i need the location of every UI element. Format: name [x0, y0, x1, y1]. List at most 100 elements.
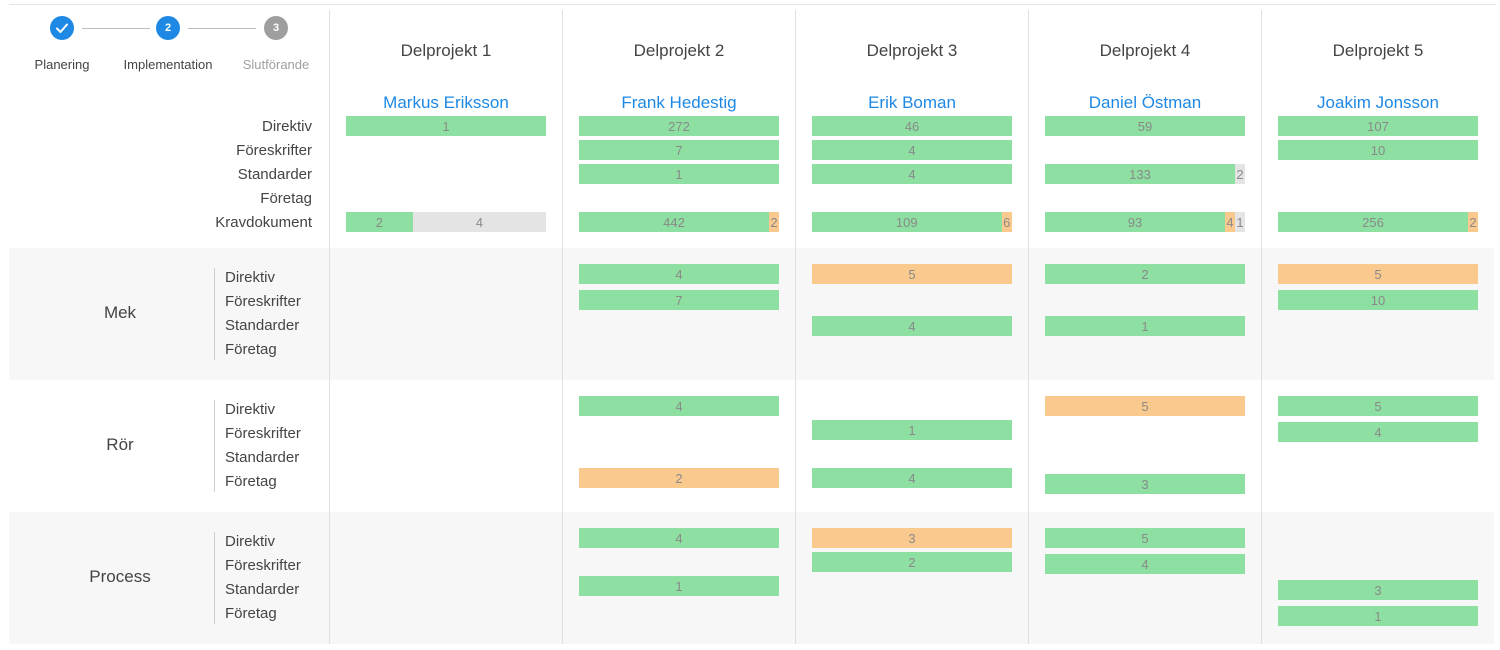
summary-label-foretag: Företag [260, 190, 312, 207]
bar-segment-green: 93 [1045, 212, 1225, 232]
status-bar[interactable]: 1 [1045, 316, 1245, 336]
bar-segment-orange: 6 [1001, 212, 1012, 232]
status-bar[interactable]: 59 [1045, 116, 1245, 136]
status-bar[interactable]: 4 [1045, 554, 1245, 574]
group-row-label: Företag [225, 473, 277, 490]
status-bar[interactable]: 133 2 [1045, 164, 1245, 184]
status-bar[interactable]: 3 [1045, 474, 1245, 494]
bar-segment-green: 4 [579, 528, 779, 548]
bar-segment-orange: 5 [1278, 264, 1478, 284]
project-manager-link[interactable]: Erik Boman [868, 93, 956, 112]
bar-segment-gray: 2 [1235, 164, 1245, 184]
step-number: 2 [164, 22, 172, 34]
status-bar[interactable]: 1 [812, 420, 1012, 440]
bar-segment-green: 109 [812, 212, 1002, 232]
status-bar[interactable]: 256 2 [1278, 212, 1478, 232]
status-bar[interactable]: 272 [579, 116, 779, 136]
status-bar[interactable]: 5 [812, 264, 1012, 284]
status-bar[interactable]: 1 [579, 576, 779, 596]
bar-segment-green: 5 [1045, 528, 1245, 548]
group-row-label: Direktiv [225, 269, 276, 286]
bar-segment-orange: 5 [812, 264, 1012, 284]
project-manager-link[interactable]: Frank Hedestig [621, 93, 737, 112]
summary-label-kravdokument: Kravdokument [215, 214, 312, 231]
stepper-connector [188, 28, 256, 29]
bar-segment-green: 2 [1045, 264, 1245, 284]
step-number: 3 [272, 22, 280, 34]
status-bar[interactable]: 4 [1278, 422, 1478, 442]
project-title: Delprojekt 5 [1332, 41, 1424, 60]
status-bar[interactable]: 10 [1278, 290, 1478, 310]
status-bar[interactable]: 4 [579, 264, 779, 284]
column-divider [1028, 10, 1029, 644]
bar-segment-green: 10 [1278, 140, 1478, 160]
status-bar[interactable]: 5 [1045, 528, 1245, 548]
status-bar[interactable]: 93 4 1 [1045, 212, 1245, 232]
status-bar[interactable]: 1 [346, 116, 546, 136]
bar-segment-orange: 2 [1468, 212, 1478, 232]
status-bar[interactable]: 1 [1278, 606, 1478, 626]
status-bar[interactable]: 442 2 [579, 212, 779, 232]
status-bar[interactable]: 5 [1045, 396, 1245, 416]
step-slutforande[interactable]: 3 [264, 16, 288, 40]
bar-segment-gray: 4 [412, 212, 546, 232]
group-row-label: Föreskrifter [225, 293, 301, 310]
bar-segment-green: 4 [812, 164, 1012, 184]
step-planering[interactable] [50, 16, 74, 40]
project-manager-link[interactable]: Joakim Jonsson [1317, 93, 1439, 112]
status-bar[interactable]: 4 [812, 140, 1012, 160]
project-manager-link[interactable]: Markus Eriksson [383, 93, 509, 112]
group-row-label: Standarder [225, 449, 300, 466]
status-bar[interactable]: 4 [579, 396, 779, 416]
status-bar[interactable]: 109 6 [812, 212, 1012, 232]
group-row-label: Föreskrifter [225, 425, 301, 442]
bar-segment-green: 272 [579, 116, 779, 136]
summary-label-standarder: Standarder [237, 166, 312, 183]
bar-segment-green: 256 [1278, 212, 1468, 232]
column-divider [329, 10, 330, 644]
status-bar[interactable]: 7 [579, 140, 779, 160]
summary-label-direktiv: Direktiv [261, 118, 312, 135]
status-bar[interactable]: 10 [1278, 140, 1478, 160]
step-implementation[interactable]: 2 [156, 16, 180, 40]
status-bar[interactable]: 5 [1278, 396, 1478, 416]
status-bar[interactable]: 4 [812, 164, 1012, 184]
group-row-label: Direktiv [225, 401, 276, 418]
bar-segment-green: 4 [812, 316, 1012, 336]
status-bar[interactable]: 5 [1278, 264, 1478, 284]
group-row-label: Standarder [225, 317, 300, 334]
bar-segment-orange: 4 [1225, 212, 1235, 232]
status-bar[interactable]: 7 [579, 290, 779, 310]
bar-segment-orange: 2 [769, 212, 779, 232]
status-bar[interactable]: 2 [579, 468, 779, 488]
group-row-label: Direktiv [225, 533, 276, 550]
bar-segment-green: 4 [812, 468, 1012, 488]
bar-segment-green: 442 [579, 212, 769, 232]
bar-segment-green: 4 [579, 264, 779, 284]
bar-segment-green: 4 [1278, 422, 1478, 442]
bar-segment-green: 5 [1278, 396, 1478, 416]
bar-segment-orange: 2 [579, 468, 779, 488]
status-bar[interactable]: 4 [812, 316, 1012, 336]
status-bar[interactable]: 2 [1045, 264, 1245, 284]
step-label-slutforande: Slutförande [242, 57, 310, 72]
status-bar[interactable]: 2 [812, 552, 1012, 572]
status-bar[interactable]: 107 [1278, 116, 1478, 136]
bar-segment-green: 2 [346, 212, 413, 232]
project-manager-link[interactable]: Daniel Östman [1088, 93, 1202, 112]
bar-segment-green: 7 [579, 140, 779, 160]
group-row-label: Företag [225, 341, 277, 358]
status-bar[interactable]: 3 [812, 528, 1012, 548]
summary-label-foreskrifter: Föreskrifter [236, 142, 312, 159]
bar-segment-green: 1 [579, 576, 779, 596]
bar-segment-green: 46 [812, 116, 1012, 136]
status-bar[interactable]: 4 [812, 468, 1012, 488]
project-title: Delprojekt 1 [400, 41, 492, 60]
status-bar[interactable]: 4 [579, 528, 779, 548]
status-bar[interactable]: 1 [579, 164, 779, 184]
status-bar[interactable]: 3 [1278, 580, 1478, 600]
bar-segment-green: 4 [579, 396, 779, 416]
status-bar[interactable]: 46 [812, 116, 1012, 136]
